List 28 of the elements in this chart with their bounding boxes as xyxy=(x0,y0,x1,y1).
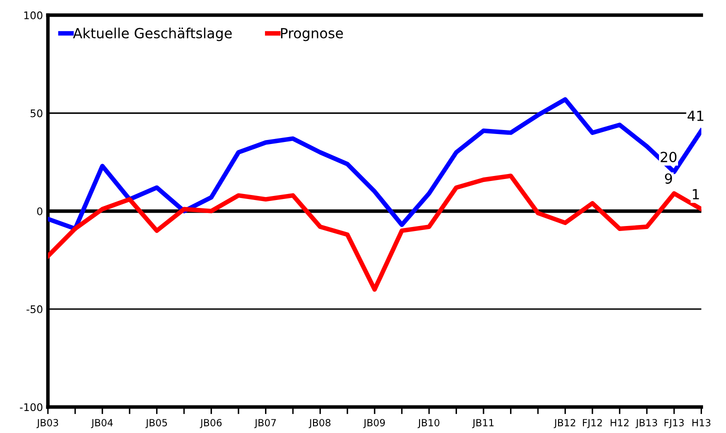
x-tick-label: FJ12 xyxy=(582,418,602,428)
x-tick-label: JB04 xyxy=(90,418,113,428)
x-tick-label: JB05 xyxy=(145,418,167,428)
x-tick-label: JB03 xyxy=(36,418,58,428)
line-series xyxy=(48,97,702,231)
x-tick-label: JB12 xyxy=(554,418,576,428)
x-tick-label: JB11 xyxy=(472,419,494,428)
y-tick-label: 100 xyxy=(24,11,42,20)
y-tick-label: -50 xyxy=(26,305,42,314)
x-tick-label: H13 xyxy=(692,418,710,426)
data-label: 1 xyxy=(692,189,699,200)
data-label: 20 xyxy=(660,152,676,162)
y-tick-label: 50 xyxy=(30,109,42,118)
legend-label: Aktuelle Geschäftslage xyxy=(73,28,232,42)
x-tick-label: FJ13 xyxy=(664,418,684,428)
x-tick-label: JB06 xyxy=(200,418,222,428)
legend-label: Prognose xyxy=(281,28,343,42)
x-tick-label: JB13 xyxy=(635,418,658,428)
x-tick-label: JB08 xyxy=(308,418,330,428)
data-label: 41 xyxy=(688,110,704,121)
x-tick-label: JB09 xyxy=(363,418,385,428)
y-tick-label: -100 xyxy=(20,403,42,412)
x-tick-label: JB07 xyxy=(254,418,276,428)
y-tick-label: 0 xyxy=(37,207,42,216)
x-tick-label: JB10 xyxy=(418,418,440,428)
data-label: 9 xyxy=(664,173,672,184)
line-series xyxy=(48,174,702,292)
x-tick-label: H12 xyxy=(610,418,629,426)
